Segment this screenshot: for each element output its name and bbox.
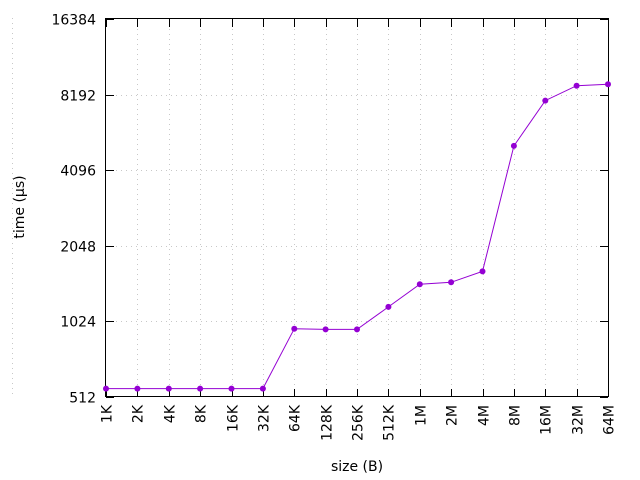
data-point xyxy=(354,326,360,333)
x-tick-label: 1K xyxy=(100,404,116,423)
x-tick-label: 64K xyxy=(288,404,304,432)
x-axis-title: size (B) xyxy=(331,459,383,475)
x-tick-label: 2M xyxy=(445,405,461,426)
data-point xyxy=(542,97,549,104)
data-point xyxy=(416,281,423,288)
x-tick-label: 32M xyxy=(571,405,587,435)
y-tick-label: 512 xyxy=(69,391,96,407)
y-tick-label: 2048 xyxy=(60,240,96,256)
x-tick-label: 64M xyxy=(602,405,618,435)
data-point xyxy=(605,81,611,88)
data-point xyxy=(510,142,517,149)
y-tick-labels: 512 1024 2048 4096 8192 16384 xyxy=(51,13,96,407)
x-tick-label: 1M xyxy=(414,405,430,426)
x-tick-label: 8M xyxy=(508,405,524,426)
series-layer xyxy=(103,81,611,392)
data-point xyxy=(197,385,204,392)
y-tick-label: 16384 xyxy=(51,13,96,29)
x-tick-label: 8K xyxy=(194,404,210,423)
y-tick-label: 4096 xyxy=(60,164,96,180)
y-tick-label: 1024 xyxy=(60,315,96,331)
data-point xyxy=(322,326,329,333)
y-tick-label: 8192 xyxy=(60,89,96,105)
x-tick-label: 128K xyxy=(320,404,336,441)
ticks-layer xyxy=(106,19,609,398)
x-tick-label: 16K xyxy=(226,404,242,432)
x-tick-label: 256K xyxy=(351,404,367,441)
data-point xyxy=(385,303,392,310)
x-tick-label: 32K xyxy=(257,404,273,432)
data-point xyxy=(165,385,172,392)
data-point xyxy=(259,385,266,392)
x-tick-label: 4K xyxy=(163,404,179,423)
x-tick-label: 16M xyxy=(539,405,555,435)
data-point xyxy=(134,385,141,392)
x-tick-label: 2K xyxy=(131,404,147,423)
data-point xyxy=(448,279,455,286)
y-axis-title: time (µs) xyxy=(12,175,28,238)
data-point xyxy=(103,385,109,392)
x-tick-label: 4M xyxy=(477,405,493,426)
grid-layer xyxy=(106,19,608,397)
x-tick-label: 512K xyxy=(382,404,398,441)
data-point xyxy=(479,268,486,275)
data-point xyxy=(291,325,298,332)
x-tick-labels: 1K 2K 4K 8K 16K 32K 64K 128K 256K 512K 1M 2M 4M 8M 16M… xyxy=(100,404,618,441)
data-point xyxy=(228,385,235,392)
data-point xyxy=(573,82,580,89)
